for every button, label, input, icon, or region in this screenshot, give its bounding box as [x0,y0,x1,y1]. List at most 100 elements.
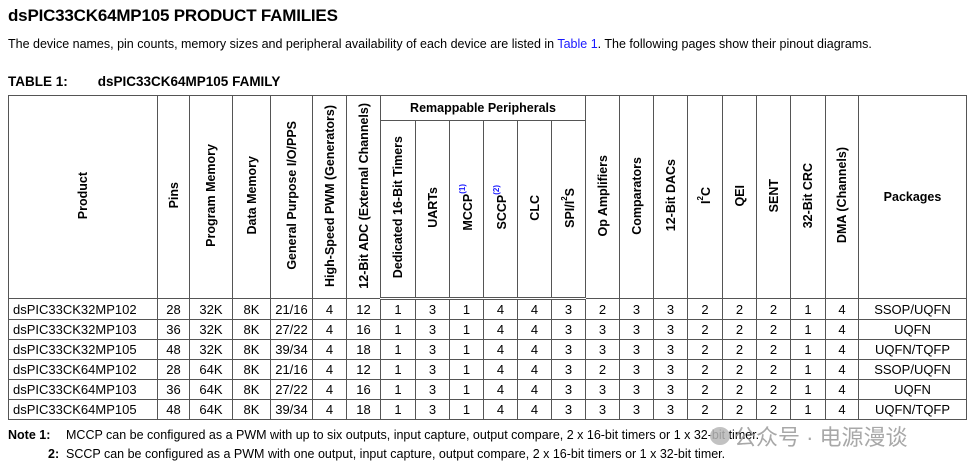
product-name-cell: dsPIC33CK64MP103 [8,379,158,400]
table-cell: 4 [312,379,347,400]
column-header: MCCP(1) [449,120,484,300]
table-row: dsPIC33CK64MP102 28 64K 8K 21/16 4 12 1 3 1 4 4 3 2 3 3… [8,359,967,380]
product-name-cell: dsPIC33CK64MP102 [8,359,158,380]
table-cell: 2 [722,339,757,360]
column-header: SENT [756,95,791,299]
table-row: dsPIC33CK32MP105 48 32K 8K 39/34 4 18 1 3 1 4 4 3 3 3 3… [8,339,967,360]
product-name-cell: dsPIC33CK32MP105 [8,339,158,360]
table-cell: 28 [157,298,190,320]
table-cell: UQFN/TQFP [858,339,967,360]
table-cell: 2 [756,298,791,320]
table-cell: 4 [825,399,859,420]
table-cell: 3 [653,359,688,380]
table-cell: 64K [189,359,233,380]
table-cell: 16 [346,319,381,340]
table-cell: 1 [380,359,416,380]
column-header: UARTs [415,120,450,300]
table-number: TABLE 1: [8,74,68,89]
table-cell: 3 [619,298,654,320]
table-cell: 32K [189,319,233,340]
table-cell: 2 [756,359,791,380]
table-cell: 3 [551,399,586,420]
column-header-label: MCCP [461,193,476,231]
table-cell: 2 [756,339,791,360]
table-cell: 4 [483,359,518,380]
table-cell: 4 [825,298,859,320]
table-cell: 1 [449,298,484,320]
table-cell: 8K [232,359,271,380]
column-header-label: Dedicated 16-Bit Timers [391,136,405,279]
column-header: SCCP(2) [483,120,518,300]
table-cell: 12 [346,359,381,380]
column-header-label: Product [76,171,90,220]
table-cell: 28 [157,359,190,380]
table-row: dsPIC33CK32MP102 28 32K 8K 21/16 4 12 1 3 1 4 4 3 2 3 3… [8,298,967,320]
table-1-link[interactable]: Table 1 [557,37,598,51]
table-cell: 4 [312,319,347,340]
column-header-label: 12-Bit DACs [663,159,678,232]
column-header-label: I [699,200,714,204]
table-cell: 3 [619,359,654,380]
table-cell: 4 [312,339,347,360]
product-family-table: Product Pins Program Memory Data Memory Gene… [8,95,967,420]
header-row-sub: Dedicated 16-Bit Timers UARTs MCCP(1) SCCP(… [9,120,967,300]
table-cell: 2 [722,319,757,340]
column-header-label: QEI [732,184,747,207]
column-header-label: SENT [766,178,781,213]
table-cell: 3 [415,298,450,320]
table-cell: 2 [687,298,723,320]
table-cell: 3 [551,339,586,360]
footnote-ref-link[interactable]: (1) [457,184,467,194]
table-cell: 3 [653,379,688,400]
table-cell: 3 [653,399,688,420]
table-cell: 3 [619,319,654,340]
table-cell: 2 [687,399,723,420]
table-cell: 2 [687,359,723,380]
table-cell: 4 [517,298,552,320]
table-cell: 27/22 [270,319,313,340]
intro-text: The device names, pin counts, memory siz… [8,37,558,51]
table-caption: TABLE 1: dsPIC33CK64MP105 FAMILY [8,74,280,89]
table-cell: 4 [517,319,552,340]
table-row: dsPIC33CK32MP103 36 32K 8K 27/22 4 16 1 3 1 4 4 3 3 3 3… [8,319,967,340]
column-header-label: SCCP [495,195,510,230]
table-cell: 4 [517,379,552,400]
table-cell: UQFN/TQFP [858,399,967,420]
column-header-label: 32-Bit CRC [801,162,815,229]
watermark-text: 公众号 · 电源漫谈 [734,425,908,450]
column-header: QEI [722,95,757,299]
table-cell: 4 [483,399,518,420]
table-cell: 39/34 [270,399,313,420]
footnote-ref-link[interactable]: (2) [491,185,501,196]
table-cell: 18 [346,399,381,420]
column-header: I2C [687,95,723,299]
table-cell: 3 [653,298,688,320]
table-cell: 1 [380,379,416,400]
table-cell: 1 [449,359,484,380]
product-name-cell: dsPIC33CK32MP102 [8,298,158,320]
table-cell: 4 [517,359,552,380]
table-cell: 3 [415,359,450,380]
page-title: dsPIC33CK64MP105 PRODUCT FAMILIES [8,6,338,25]
table-cell: 36 [157,379,190,400]
column-header: Op Amplifiers [585,95,620,299]
column-header: General Purpose I/O/PPS [270,95,313,299]
table-cell: 18 [346,339,381,360]
table-cell: UQFN [858,379,967,400]
intro-text-end: . The following pages show their pinout … [597,37,872,51]
product-name-cell: dsPIC33CK32MP103 [8,319,158,340]
table-cell: 3 [585,339,620,360]
table-cell: 2 [585,359,620,380]
column-header: 32-Bit CRC [790,95,826,299]
table-cell: 1 [790,298,826,320]
table-cell: 2 [756,379,791,400]
table-cell: 2 [687,379,723,400]
table-cell: 1 [380,399,416,420]
table-cell: 3 [415,379,450,400]
table-cell: 1 [790,339,826,360]
column-header: Program Memory [189,95,233,299]
note-2: 2: SCCP can be configured as a PWM with o… [8,445,759,464]
table-cell: 3 [585,319,620,340]
superscript: 2 [696,196,706,201]
column-header-label: High-Speed PWM (Generators) [322,104,337,287]
